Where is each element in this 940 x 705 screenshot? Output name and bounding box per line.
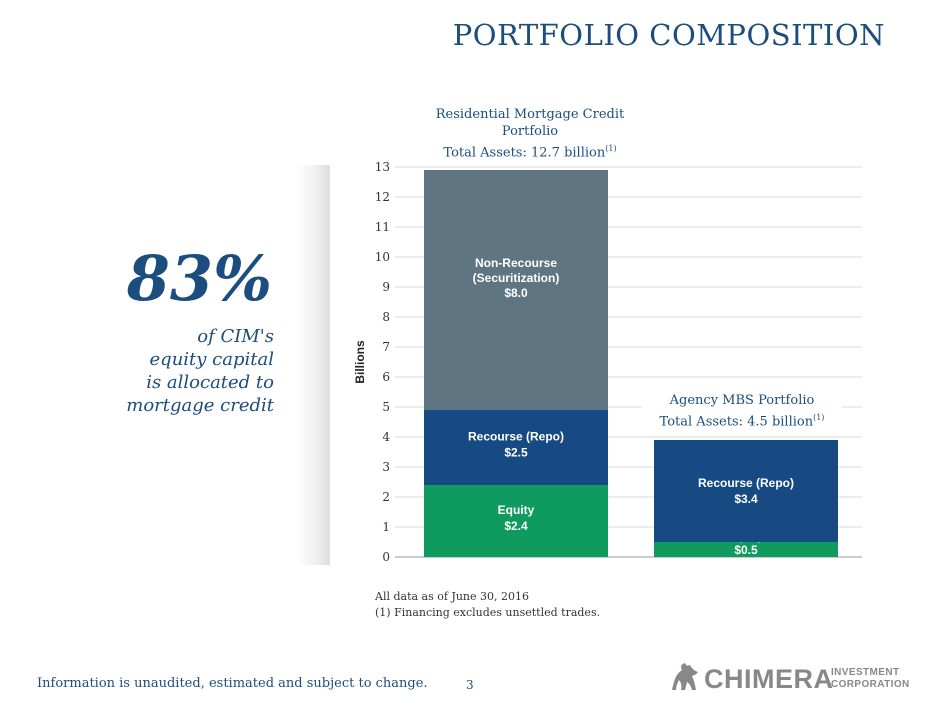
category-title-line: Total Assets: 12.7 billion (443, 145, 606, 161)
logo-wordmark: CHIMERA (704, 664, 834, 694)
y-tick-label: 4 (382, 430, 390, 444)
bar-series-label: Recourse (Repo) (698, 476, 794, 490)
category-title-line: Agency MBS Portfolio (669, 393, 815, 408)
category-title-residential: Residential Mortgage Credit Portfolio To… (425, 106, 635, 161)
y-axis-label: Billions (353, 340, 367, 384)
bar-series-label: Recourse (Repo) (468, 430, 564, 444)
highlight-line: of CIM's (197, 326, 274, 347)
chimera-lion-icon (672, 663, 698, 690)
page-title: PORTFOLIO COMPOSITION (452, 18, 885, 52)
bar-series-label: Equity (498, 503, 535, 517)
bar-segment (654, 440, 838, 542)
y-tick-label: 10 (375, 250, 390, 264)
highlight-line: is allocated to (146, 372, 274, 393)
highlight-line: mortgage credit (126, 395, 274, 416)
bar-value-label: $2.4 (504, 519, 528, 533)
category-title-agency: Agency MBS Portfolio Total Assets: 4.5 b… (642, 392, 842, 431)
category-title-line: Portfolio (501, 124, 559, 139)
highlight-description: of CIM's equity capital is allocated to … (126, 325, 274, 417)
y-tick-label: 11 (375, 220, 390, 234)
chimera-logo: CHIMERA INVESTMENT CORPORATION (668, 660, 913, 696)
y-tick-label: 8 (382, 310, 390, 324)
y-tick-label: 3 (382, 460, 390, 474)
bar-value-label: $3.4 (734, 492, 758, 506)
bar-value-label: $2.5 (504, 446, 528, 460)
footnote-mark: (1) (605, 144, 617, 153)
footnote-date: All data as of June 30, 2016 (375, 590, 530, 603)
y-tick-label: 5 (382, 400, 390, 414)
y-tick-label: 7 (382, 340, 390, 354)
bar-value-label: $0.5 (734, 543, 758, 557)
y-tick-label: 9 (382, 280, 390, 294)
logo-subtext: INVESTMENT (831, 667, 900, 678)
category-title-line: Total Assets: 4.5 billion (659, 414, 814, 430)
footnote-financing: (1) Financing excludes unsettled trades. (375, 606, 601, 619)
y-tick-label: 13 (375, 160, 390, 174)
y-tick-label: 0 (382, 550, 390, 564)
y-tick-label: 6 (382, 370, 390, 384)
bar-series-label: (Securitization) (473, 271, 560, 285)
bar-segment (424, 410, 608, 485)
highlight-line: equity capital (149, 349, 274, 370)
bar-segment (424, 170, 608, 410)
footnote-mark: (1) (813, 413, 825, 422)
bar-series-label: Non-Recourse (475, 256, 557, 270)
y-tick-label: 12 (375, 190, 390, 204)
highlight-panel (40, 165, 330, 565)
page-number: 3 (466, 678, 474, 692)
bar-segment (424, 485, 608, 557)
bar-value-label: $8.0 (504, 286, 528, 300)
logo-subtext: CORPORATION (831, 679, 910, 690)
disclaimer: Information is unaudited, estimated and … (37, 676, 428, 691)
y-tick-label: 2 (382, 490, 390, 504)
highlight-value: 83% (126, 242, 272, 315)
y-tick-label: 1 (382, 520, 390, 534)
bar-segment (654, 542, 838, 557)
category-title-line: Residential Mortgage Credit (435, 107, 625, 122)
